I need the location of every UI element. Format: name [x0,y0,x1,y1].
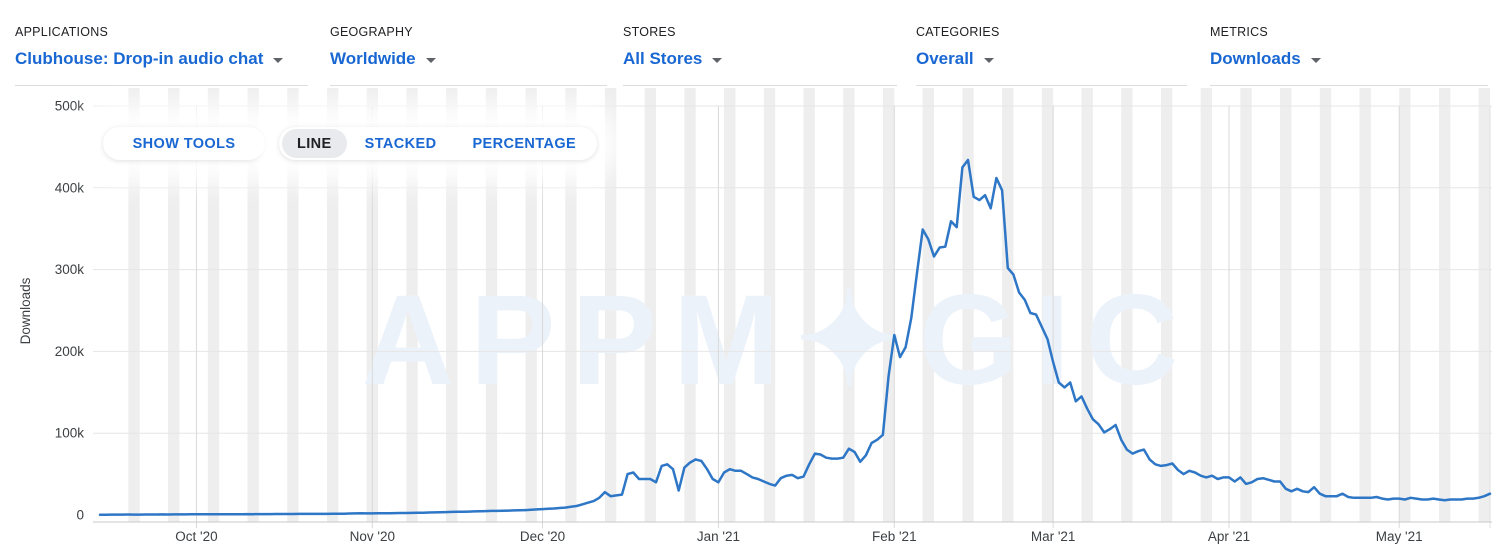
weekend-band [843,88,855,522]
weekend-band [446,88,458,522]
chevron-down-icon [712,57,723,63]
chevron-down-icon [273,57,284,63]
weekend-band [1240,88,1252,522]
weekend-band [525,88,537,522]
weekend-band [684,88,696,522]
y-axis-tick-label: 100k [55,426,85,441]
y-axis-title: Downloads [18,277,33,344]
weekend-band [1319,88,1332,522]
weekend-band [1359,88,1371,522]
x-axis-tick-label: Feb '21 [872,529,917,544]
x-axis-tick-label: Apr '21 [1208,529,1250,544]
appmagic-watermark: APPM✦GIC [362,269,1195,412]
weekend-band [1399,88,1411,522]
downloads-series-line [98,158,1492,516]
chart-type-percentage[interactable]: PERCENTAGE [472,135,577,152]
weekend-band [1438,88,1451,522]
weekend-band [644,88,656,522]
x-axis-tick-label: Mar '21 [1031,529,1076,544]
chart-type-stacked[interactable]: STACKED [364,135,437,152]
chevron-down-icon [983,57,994,63]
weekend-band [1160,88,1173,522]
filter-applications-value: Clubhouse: Drop-in audio chat [15,49,264,68]
y-axis-tick-label: 0 [76,508,84,523]
weekend-band [1280,88,1292,522]
filter-geography-dropdown[interactable]: Worldwide [330,49,607,68]
x-axis-tick-label: Oct '20 [175,529,217,544]
filter-geography-value: Worldwide [330,49,416,68]
weekend-band [287,88,299,522]
weekend-band [207,88,220,522]
show-tools-button[interactable]: SHOW TOOLS [103,127,265,160]
filter-geography: GEOGRAPHY Worldwide [330,25,607,86]
filter-applications-label: APPLICATIONS [15,25,109,39]
filter-metrics-value: Downloads [1210,49,1301,68]
filter-applications-dropdown[interactable]: Clubhouse: Drop-in audio chat [15,49,308,68]
weekend-band [1081,88,1093,522]
y-axis-tick-label: 300k [55,262,85,277]
weekend-band [803,88,815,522]
weekend-band [406,88,418,522]
weekend-band [1200,88,1212,522]
x-axis-tick-label: Jan '21 [697,529,740,544]
filter-metrics-dropdown[interactable]: Downloads [1210,49,1488,68]
weekend-band [247,88,259,522]
weekend-band [882,88,895,522]
filter-stores-dropdown[interactable]: All Stores [623,49,897,68]
weekend-band [485,88,498,522]
x-axis-tick-label: Nov '20 [350,529,395,544]
filter-categories-dropdown[interactable]: Overall [916,49,1187,68]
weekend-band [1121,88,1133,522]
weekend-band [922,88,934,522]
weekend-band [1478,88,1490,522]
x-axis-tick-label: Dec '20 [520,529,565,544]
filter-categories-label: CATEGORIES [916,25,1000,39]
weekend-band [168,88,180,522]
weekend-band [326,88,339,522]
x-axis-tick-label: May '21 [1376,529,1423,544]
weekend-band [763,88,776,522]
filter-categories: CATEGORIES Overall [916,25,1187,86]
weekend-band [565,88,577,522]
filter-applications: APPLICATIONS Clubhouse: Drop-in audio ch… [15,25,308,86]
filter-stores-label: STORES [623,25,676,39]
filter-categories-value: Overall [916,49,974,68]
chart-toolbar: SHOW TOOLS LINE STACKED PERCENTAGE [103,127,598,160]
y-axis-tick-label: 500k [55,99,85,114]
weekend-band [1041,88,1054,522]
chevron-down-icon [1310,57,1321,63]
chevron-down-icon [425,57,436,63]
filter-metrics-label: METRICS [1210,25,1268,39]
chart-type-line[interactable]: LINE [282,129,347,158]
weekend-band [128,88,140,522]
weekend-band [962,88,974,522]
weekend-band [724,88,736,522]
filter-stores-value: All Stores [623,49,703,68]
weekend-band [604,88,617,522]
filter-stores: STORES All Stores [623,25,897,86]
filter-metrics: METRICS Downloads [1210,25,1488,86]
y-axis-tick-label: 400k [55,180,85,195]
chart-type-switcher: LINE STACKED PERCENTAGE [279,127,598,160]
filter-geography-label: GEOGRAPHY [330,25,413,39]
y-axis-tick-label: 200k [55,344,85,359]
weekend-band [1002,88,1014,522]
